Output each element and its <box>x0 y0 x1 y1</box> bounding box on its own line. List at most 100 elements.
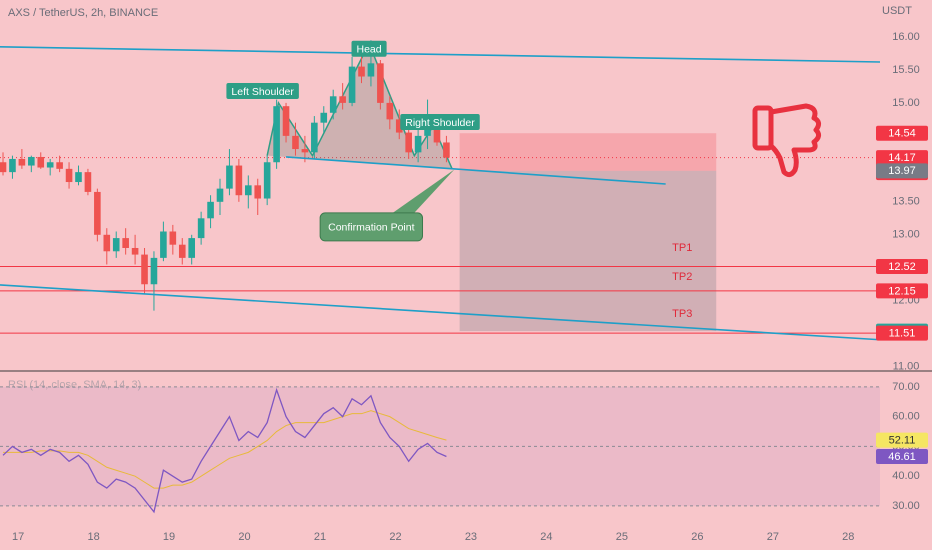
callout-label: Confirmation Point <box>328 222 414 234</box>
series-badge <box>876 432 928 448</box>
candle-body <box>329 96 337 113</box>
annotation-label: Head <box>357 44 382 56</box>
candle-body <box>150 257 158 285</box>
y-tick-label: 13.00 <box>892 229 920 241</box>
candle-body <box>433 125 441 143</box>
candle-body <box>301 149 309 153</box>
x-tick-label: 21 <box>314 531 326 543</box>
candle-body <box>377 63 384 103</box>
target-label: TP1 <box>672 242 692 254</box>
candle-body <box>207 201 214 219</box>
x-tick-label: 20 <box>238 531 250 543</box>
x-tick-label: 24 <box>540 531 552 543</box>
price-badge-label: 14.54 <box>888 128 916 140</box>
trendline <box>0 46 880 63</box>
y-tick-label: 11.00 <box>893 361 920 373</box>
y-tick-label: 15.50 <box>892 64 920 76</box>
candle-body <box>122 238 129 248</box>
annotation-label: Left Shoulder <box>231 86 294 98</box>
x-tick-label: 22 <box>389 531 401 543</box>
stop-zone <box>459 133 717 171</box>
price-badge <box>876 163 928 179</box>
chart-title: AXS / TetherUS, 2h, BINANCE <box>8 7 158 19</box>
series-line <box>3 410 447 489</box>
candle-body <box>65 168 73 183</box>
candle-body <box>9 158 16 173</box>
candle-body <box>160 231 167 258</box>
profit-zone <box>459 170 717 332</box>
target-label: TP3 <box>672 308 692 320</box>
candle-body <box>56 162 63 169</box>
candle-body <box>245 185 252 196</box>
callout-pointer <box>391 169 455 214</box>
candle-body <box>169 231 177 245</box>
candle-body <box>28 156 35 166</box>
x-tick-label: 17 <box>12 531 24 543</box>
candle-body <box>424 125 431 136</box>
x-tick-label: 18 <box>87 531 99 543</box>
y-tick-label: 15.00 <box>892 97 920 109</box>
candle-body <box>263 162 271 199</box>
annotation-label: Right Shoulder <box>405 117 475 129</box>
candle-body <box>235 165 243 196</box>
annotation-box <box>351 40 387 57</box>
candle-body <box>348 66 356 103</box>
series-badge <box>876 448 928 464</box>
candle-body <box>395 119 403 133</box>
series-badge-label: 46.61 <box>888 451 916 463</box>
candle-body <box>131 247 139 255</box>
candle-body <box>443 142 450 158</box>
candle-body <box>226 165 233 189</box>
x-tick-label: 27 <box>767 531 779 543</box>
candle-body <box>292 135 299 150</box>
y-tick-label: 16.00 <box>892 31 920 43</box>
unit-label: USDT <box>882 5 912 17</box>
price-badge-label: 12.52 <box>888 261 916 273</box>
candle-body <box>188 238 195 258</box>
candle-body <box>386 102 394 120</box>
price-badge-label: 14.17 <box>888 152 916 164</box>
price-badge <box>876 283 928 299</box>
candle-body <box>367 63 375 77</box>
candle-body <box>37 156 45 168</box>
indicator-title: RSI (14, close, SMA, 14, 3) <box>8 379 141 391</box>
annotation-box <box>226 83 299 100</box>
candle-body <box>178 244 186 258</box>
candle-body <box>358 66 365 77</box>
price-badge-label: 11.51 <box>889 327 916 339</box>
price-badge <box>876 325 928 341</box>
trendline <box>285 156 666 185</box>
candle-body <box>112 238 120 252</box>
series-badge-label: 52.11 <box>889 435 916 447</box>
y-tick-label: 40.00 <box>892 470 920 482</box>
candle-body <box>339 96 346 103</box>
candle-body <box>320 112 328 123</box>
annotation-box <box>400 114 480 131</box>
candle-body <box>75 172 82 183</box>
price-badge <box>876 258 928 274</box>
x-tick-label: 19 <box>163 531 175 543</box>
candle-body <box>197 218 205 239</box>
callout-box <box>319 212 424 242</box>
candle-body <box>103 234 111 252</box>
candle-body <box>405 132 412 153</box>
x-tick-label: 26 <box>691 531 703 543</box>
candle-body <box>141 254 148 285</box>
trendline <box>0 284 880 341</box>
y-tick-label: 13.50 <box>892 196 920 208</box>
candle-body <box>414 135 422 153</box>
candle-body <box>311 122 318 153</box>
candle-body <box>84 172 92 192</box>
target-label: TP2 <box>672 271 692 283</box>
candle-body <box>254 185 262 199</box>
candle-body <box>18 158 26 166</box>
x-tick-label: 25 <box>616 531 628 543</box>
price-badge-label: 12.15 <box>888 285 916 297</box>
candle-body <box>282 106 290 136</box>
y-tick-label: 70.00 <box>892 381 920 393</box>
candle-body <box>46 162 54 168</box>
x-tick-label: 28 <box>842 531 854 543</box>
candle-body <box>94 191 101 235</box>
